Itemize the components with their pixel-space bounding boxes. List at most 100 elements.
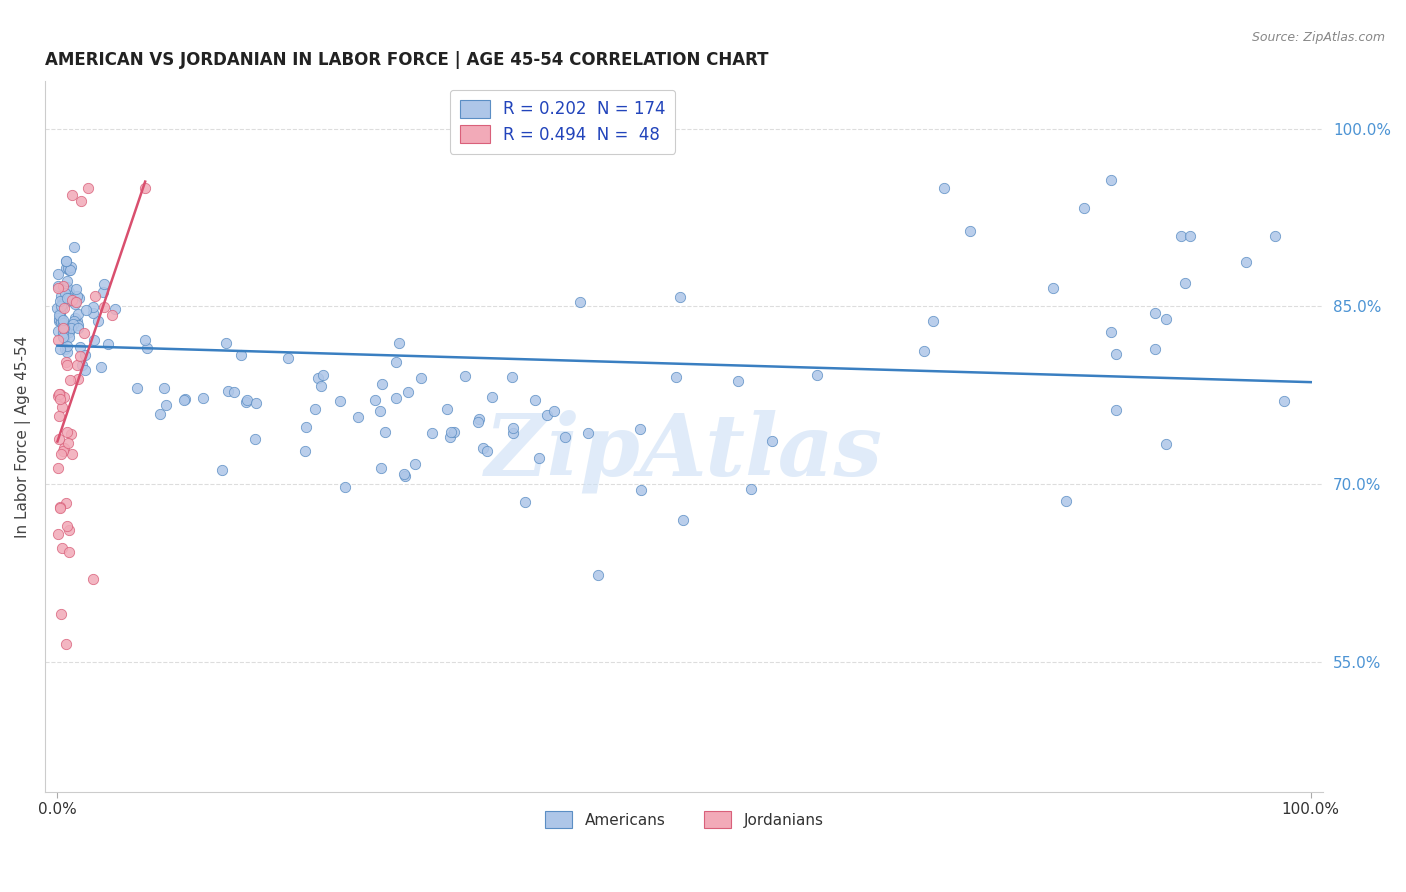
Text: Source: ZipAtlas.com: Source: ZipAtlas.com [1251,31,1385,45]
Point [53,390,76,404]
Point [51,289,73,303]
Point [58,545,80,559]
Point [394,468,416,483]
Point [104,302,127,317]
Point [51,293,73,307]
Point [440,425,463,439]
Point [60,447,83,461]
Point [294,444,316,458]
Point [48,387,70,401]
Point [46,461,69,475]
Point [409,370,432,384]
Point [84,289,107,303]
Point [1073,201,1095,215]
Point [52,279,75,293]
Point [52,320,75,334]
Point [63,311,86,326]
Point [58,330,80,344]
Point [48,409,70,424]
Point [75,302,97,317]
Point [1105,403,1128,417]
Point [665,370,688,384]
Point [86,314,108,328]
Point [53,301,76,315]
Point [55,323,77,337]
Point [502,421,524,435]
Point [52,313,75,327]
Point [75,363,97,377]
Point [59,263,82,277]
Point [55,495,77,509]
Point [235,394,257,409]
Legend: Americans, Jordanians: Americans, Jordanians [538,805,830,834]
Point [576,425,599,440]
Point [49,607,72,622]
Point [46,301,69,316]
Point [56,338,79,352]
Point [91,285,114,300]
Point [77,181,100,195]
Point [385,355,408,369]
Point [48,500,70,514]
Point [70,194,93,208]
Point [1099,325,1122,339]
Point [155,398,177,412]
Point [524,392,547,407]
Point [55,291,77,305]
Point [134,181,156,195]
Point [392,467,415,481]
Point [51,541,73,555]
Point [329,394,352,409]
Point [243,432,266,446]
Point [51,295,73,310]
Point [127,381,149,395]
Point [48,432,70,446]
Point [173,392,195,406]
Point [55,254,77,268]
Point [55,637,77,651]
Point [472,441,495,455]
Point [58,523,80,537]
Point [295,420,318,434]
Point [1234,255,1257,269]
Point [304,402,326,417]
Point [502,425,524,440]
Point [56,344,79,359]
Point [56,279,79,293]
Point [53,331,76,345]
Point [48,294,70,309]
Point [501,370,523,384]
Point [52,316,75,330]
Point [66,372,89,386]
Point [370,461,392,475]
Point [149,407,172,421]
Point [65,294,87,309]
Point [49,304,72,318]
Point [217,384,239,398]
Point [59,427,82,442]
Point [48,278,70,293]
Point [56,284,79,298]
Point [66,318,89,332]
Point [51,400,73,414]
Point [55,286,77,301]
Point [554,430,576,444]
Point [82,572,104,586]
Point [65,295,87,310]
Point [55,342,77,356]
Point [62,317,84,331]
Point [1099,173,1122,187]
Point [1042,281,1064,295]
Point [1105,347,1128,361]
Point [59,320,82,334]
Point [66,313,89,327]
Point [46,267,69,281]
Point [912,343,935,358]
Point [49,315,72,329]
Point [55,355,77,369]
Point [46,333,69,347]
Point [672,513,695,527]
Point [67,307,90,321]
Point [231,348,253,362]
Point [307,371,329,385]
